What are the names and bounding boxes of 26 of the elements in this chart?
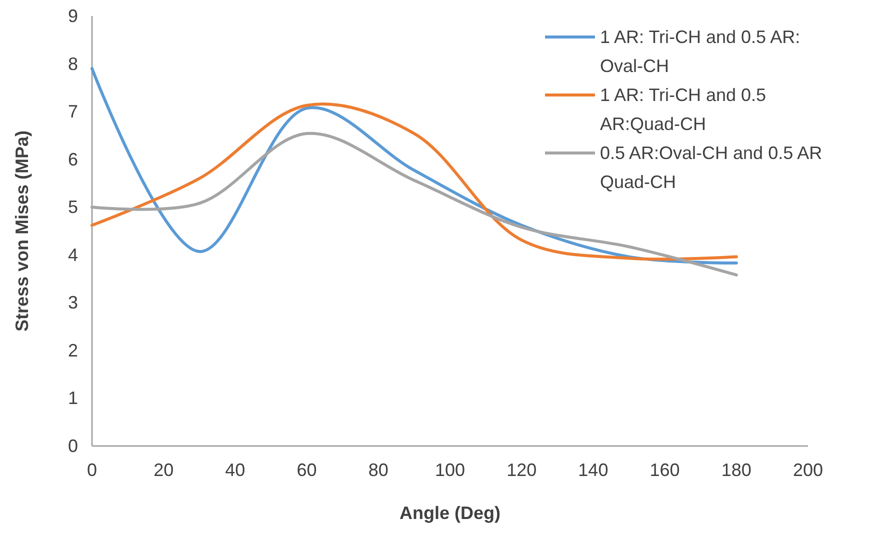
x-tick-label: 20 [154,460,174,480]
y-tick-label: 1 [68,388,78,408]
y-tick-label: 0 [68,436,78,456]
x-tick-label: 80 [368,460,388,480]
x-tick-label: 200 [792,460,824,480]
x-tick-label: 40 [225,460,246,480]
x-tick-label: 140 [578,460,608,480]
legend-label: 1 AR: Tri-CH and 0.5 AR: Oval-CH [600,27,800,76]
x-axis-title: Angle (Deg) [400,503,500,523]
y-tick-label: 9 [68,6,78,26]
y-tick-label: 3 [68,292,78,313]
x-tick-label: 180 [721,460,752,480]
y-tick-label: 6 [68,149,78,170]
y-tick-label: 2 [68,340,78,360]
x-tick-label: 60 [296,460,317,480]
y-tick-label: 5 [68,197,78,218]
legend-label: 0.5 AR:Oval-CH and 0.5 AR Quad-CH [600,143,822,192]
x-tick-label: 160 [650,460,680,480]
legend-label: 1 AR: Tri-CH and 0.5 AR:Quad-CH [600,85,766,134]
y-tick-label: 8 [68,54,78,74]
y-tick-label: 4 [68,244,78,265]
x-tick-label: 100 [434,460,466,480]
y-axis-title: Stress von Mises (MPa) [12,130,32,332]
y-tick-label: 7 [68,102,78,122]
x-tick-label: 120 [506,460,537,480]
x-tick-label: 0 [86,460,98,480]
